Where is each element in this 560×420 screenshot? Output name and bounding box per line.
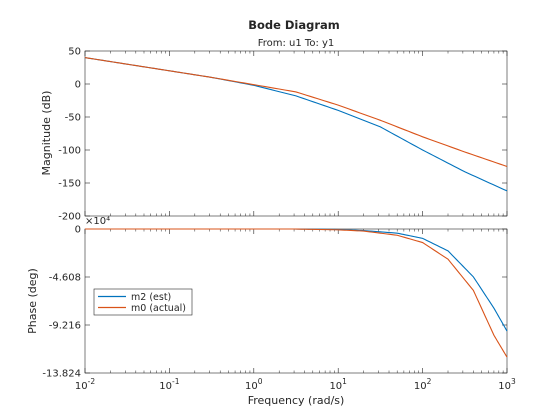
legend-box <box>93 288 193 316</box>
phase-y-axis-label: Phase (deg) <box>26 268 39 334</box>
y-tick-label: -200 <box>58 212 81 223</box>
x-tick-label: 10-2 <box>75 377 95 392</box>
legend-label-m2: m2 (est) <box>131 292 171 303</box>
legend-label-m0: m0 (actual) <box>131 303 186 314</box>
y-tick-label: -4.608 <box>49 273 81 284</box>
y-tick-label: 0 <box>75 80 81 91</box>
phase-exponent-label: ×10⁴ <box>85 216 110 227</box>
legend: m2 (est) m0 (actual) <box>93 288 193 316</box>
chart-title: Bode Diagram <box>248 18 340 32</box>
y-tick-label: -50 <box>65 113 81 124</box>
y-tick-label: -9.216 <box>49 321 81 332</box>
y-tick-label: -13.824 <box>42 369 81 380</box>
phase-axes: 0 -4.608 -9.216 -13.824 10-2 10-1 100 101 102 10… <box>26 216 516 392</box>
y-tick-label: -150 <box>58 179 81 190</box>
phase-series-line-m2 <box>85 228 508 332</box>
magnitude-series-line-m2 <box>84 57 508 192</box>
x-tick-label: 102 <box>414 377 432 392</box>
magnitude-y-axis-label: Magnitude (dB) <box>40 91 53 176</box>
y-tick-label: 50 <box>68 47 81 58</box>
x-axis-label: Frequency (rad/s) <box>248 394 345 407</box>
x-tick-label: 100 <box>245 377 263 392</box>
x-tick-label: 103 <box>498 377 516 392</box>
magnitude-axes: 50 0 -50 -100 -150 -200 Magnitude (dB) <box>40 47 508 223</box>
x-tick-label: 101 <box>329 377 347 392</box>
phase-series-line-m0 <box>85 228 508 358</box>
phase-y-ticks: 0 -4.608 -9.216 -13.824 <box>42 225 507 380</box>
y-tick-label: -100 <box>58 146 81 157</box>
magnitude-series <box>84 57 508 192</box>
magnitude-y-ticks: 50 0 -50 -100 -150 -200 <box>58 47 507 223</box>
chart-subtitle: From: u1 To: y1 <box>258 38 335 49</box>
magnitude-series-line-m0 <box>84 57 508 168</box>
magnitude-x-ticks <box>84 51 508 216</box>
y-tick-label: 0 <box>75 225 81 236</box>
x-tick-label: 10-1 <box>159 377 179 392</box>
phase-series <box>85 228 508 358</box>
magnitude-plot-frame <box>84 50 508 217</box>
